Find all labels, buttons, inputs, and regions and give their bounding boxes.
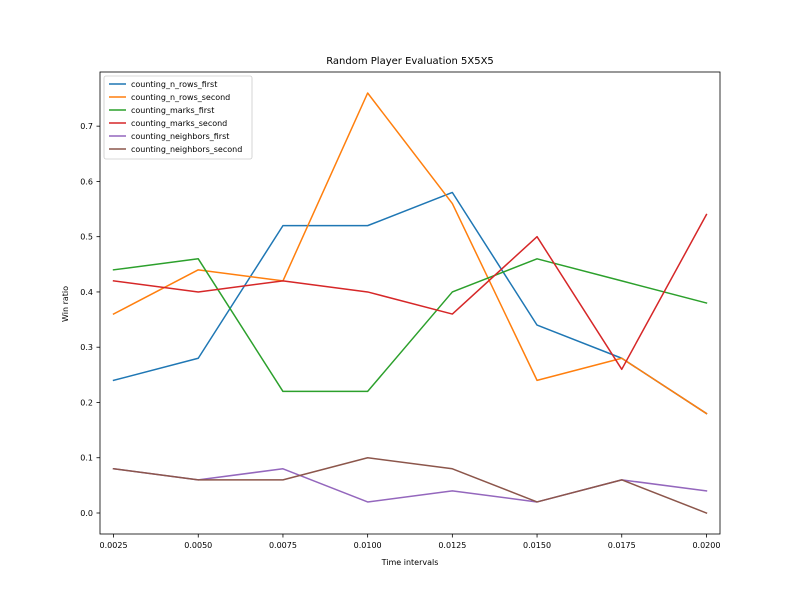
chart-title: Random Player Evaluation 5X5X5 (326, 56, 494, 67)
series-line-counting_neighbors_second (112, 456, 708, 514)
x-axis-label: Time intervals (381, 558, 439, 567)
legend-label: counting_neighbors_second (131, 145, 242, 154)
plot-area (99, 71, 721, 535)
series-line-counting_neighbors_first (112, 467, 708, 503)
series-lines (112, 92, 708, 514)
x-tick-label: 0.0175 (608, 541, 636, 550)
legend-label: counting_n_rows_first (131, 80, 217, 89)
y-tick-label: 0.2 (80, 398, 93, 407)
legend-label: counting_n_rows_second (131, 93, 230, 102)
y-axis: 0.0 0.1 0.2 0.3 0.4 0.5 0.6 0.7 (80, 122, 100, 518)
y-tick-label: 0.3 (80, 343, 93, 352)
x-tick-label: 0.0150 (523, 541, 551, 550)
y-tick-label: 0.6 (80, 177, 93, 186)
x-tick-label: 0.0075 (269, 541, 297, 550)
legend-box (103, 75, 253, 160)
legend: counting_n_rows_first counting_n_rows_sec… (103, 75, 253, 160)
x-tick-label: 0.0125 (438, 541, 466, 550)
x-tick-label: 0.0200 (692, 541, 720, 550)
series-line-counting_marks_first (112, 258, 708, 393)
legend-label: counting_marks_second (131, 119, 227, 128)
y-axis-label: Win ratio (61, 286, 70, 322)
y-tick-label: 0.7 (80, 122, 93, 131)
legend-label: counting_neighbors_first (131, 132, 229, 141)
x-tick-label: 0.0025 (100, 541, 128, 550)
x-axis: 0.0025 0.0050 0.0075 0.0100 0.0125 0.0150 0.01… (100, 534, 720, 550)
y-tick-label: 0.5 (80, 233, 93, 242)
series-line-counting_marks_second (112, 213, 708, 371)
series-line-counting_n_rows_second (112, 92, 708, 415)
plot-frame (99, 71, 721, 535)
series-line-counting_n_rows_first (112, 191, 708, 415)
y-tick-label: 0.0 (80, 509, 93, 518)
x-tick-label: 0.0100 (354, 541, 382, 550)
legend-label: counting_marks_first (131, 106, 214, 115)
y-tick-label: 0.1 (80, 454, 93, 463)
x-tick-label: 0.0050 (184, 541, 212, 550)
y-tick-label: 0.4 (80, 288, 93, 297)
